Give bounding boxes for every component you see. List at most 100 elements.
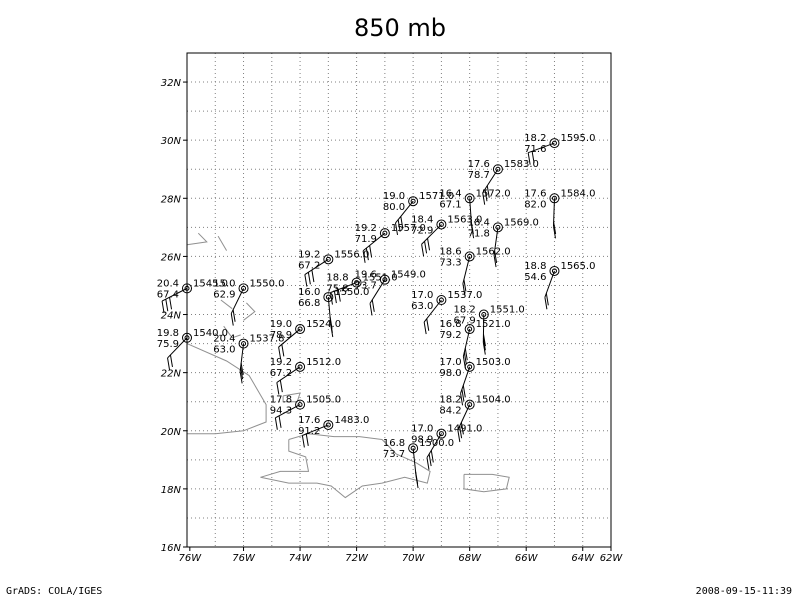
- station-plot: 18.854.6 1565.0: [524, 261, 595, 310]
- station-height: 1551.0: [490, 305, 525, 316]
- station-humidity: 84.2: [439, 406, 461, 417]
- station-humidity: 78.9: [270, 330, 292, 341]
- station-marker-inner: [438, 297, 444, 303]
- station-marker-inner: [297, 364, 303, 370]
- coastline-segment: [463, 473, 510, 493]
- station-humidity: 82.0: [524, 199, 546, 210]
- station-marker-outer: [408, 196, 419, 207]
- wind-barb-flag: [371, 299, 375, 312]
- station-marker-inner: [184, 335, 190, 341]
- wind-barb-flag: [428, 453, 432, 467]
- x-tick-label: 76W: [232, 553, 256, 564]
- coastline-segment: [243, 302, 256, 321]
- wind-barb-flag: [304, 274, 308, 287]
- station-marker-outer: [182, 283, 192, 294]
- wind-barb-flag: [482, 334, 486, 347]
- wind-barb-shaft: [482, 168, 499, 193]
- y-tick-label: 18N: [161, 485, 182, 496]
- station-marker-outer: [295, 399, 306, 410]
- x-tick-label: 70W: [402, 553, 426, 564]
- wind-barb-flag: [281, 344, 285, 357]
- axis-ticks: 76W 76W 74W 72W 70W 68W 66W 64W 62W 16N 18N 20N 22N 2…: [161, 78, 624, 564]
- station-marker-outer: [436, 295, 447, 305]
- wind-barb-flag: [423, 321, 427, 335]
- station-marker-outer: [436, 428, 447, 439]
- station-temperature: 18.8: [326, 273, 348, 284]
- y-tick-label: 30N: [161, 136, 182, 147]
- station-humidity: 71.8: [468, 228, 490, 239]
- station-plot: 19.673.7 1549.0: [355, 270, 426, 316]
- wind-barb-flag: [369, 303, 373, 316]
- y-tick-label: 16N: [161, 543, 182, 554]
- station-temperature: 20.4: [157, 278, 179, 289]
- station-humidity: 78.7: [468, 170, 490, 181]
- wind-barb-flag: [463, 352, 467, 365]
- wind-barb-flag: [531, 151, 535, 164]
- x-tick-label: 66W: [515, 553, 539, 564]
- wind-barb-flag: [493, 254, 497, 268]
- wind-barb-shaft: [493, 227, 499, 256]
- station-plot: 18.271.6 1595.0: [524, 133, 595, 165]
- station-plot: 18.267.9 1551.0: [454, 305, 525, 355]
- wind-barb-flag: [486, 185, 490, 198]
- wind-barb-flag: [169, 354, 173, 367]
- station-plots: 18.271.61595.017.678.71583.016.467.11572…: [157, 133, 595, 489]
- station-height: 1562.0: [476, 246, 511, 257]
- station-marker-inner: [438, 221, 444, 227]
- station-humidity: 67.1: [439, 199, 461, 210]
- station-plot: 18.875.8 1551.0: [326, 273, 398, 305]
- wind-barb-shaft: [426, 433, 442, 458]
- station-marker-inner: [184, 285, 190, 291]
- wind-barb-shaft: [230, 288, 244, 314]
- station-plot: 18.284.2 1504.0: [439, 395, 511, 443]
- station-humidity: 67.9: [454, 316, 476, 327]
- wind-barb-flag: [329, 292, 333, 305]
- wind-barb-flag: [430, 450, 434, 463]
- station-height: 1503.0: [476, 357, 511, 368]
- station-marker-inner: [467, 364, 473, 370]
- x-tick-label: 62W: [600, 553, 624, 564]
- wind-barb-shaft: [462, 328, 471, 357]
- x-tick-label: 64W: [571, 553, 595, 564]
- wind-barb-shaft: [462, 256, 471, 284]
- station-marker-outer: [549, 265, 560, 276]
- wind-barb-flag: [239, 371, 243, 384]
- station-height: 1483.0: [334, 415, 369, 426]
- station-plot: 17.682.0 1584.0: [524, 188, 595, 239]
- station-height: 1556.0: [334, 249, 369, 260]
- station-temperature: 19.6: [355, 270, 377, 281]
- station-humidity: 71.6: [524, 144, 546, 155]
- station-temperature: 18.2: [454, 305, 476, 316]
- station-temperature: 19.0: [270, 319, 292, 330]
- x-tick-label: 68W: [458, 553, 482, 564]
- station-marker-inner: [354, 280, 360, 286]
- station-plot: 17.098.0 1503.0: [439, 357, 511, 406]
- station-marker-inner: [325, 422, 331, 428]
- wind-barb-flag: [544, 297, 548, 310]
- wind-barb-flag: [460, 393, 464, 406]
- wind-barb-flag: [527, 152, 531, 165]
- station-marker-outer: [464, 399, 475, 410]
- plot-frame: [186, 52, 612, 548]
- wind-barb-shaft: [304, 258, 329, 275]
- station-humidity: 72.9: [411, 225, 433, 236]
- wind-barb-flag: [459, 426, 463, 439]
- station-marker-inner: [382, 230, 388, 236]
- wind-barb-flag: [365, 248, 369, 261]
- wind-barb-flag: [415, 471, 419, 484]
- wind-barb-flag: [484, 189, 488, 202]
- station-height: 1584.0: [560, 188, 595, 199]
- wind-barb-shaft: [460, 366, 471, 394]
- wind-barb-shaft: [330, 282, 357, 294]
- wind-barb-flag: [165, 299, 169, 312]
- station-humidity: 73.7: [383, 449, 405, 460]
- station-plot: 17.894.3 1505.0: [270, 395, 341, 430]
- station-humidity: 73.3: [439, 257, 461, 268]
- station-plot: 16.066.8 1550.0: [298, 287, 369, 338]
- wind-barb-flag: [421, 244, 425, 257]
- wind-barb-flag: [311, 269, 315, 283]
- station-plot: 20.463.0 1537.8: [213, 334, 285, 384]
- wind-barb-flag: [276, 382, 280, 395]
- wind-barb-flag: [329, 316, 333, 329]
- wind-barb-shaft: [239, 343, 245, 372]
